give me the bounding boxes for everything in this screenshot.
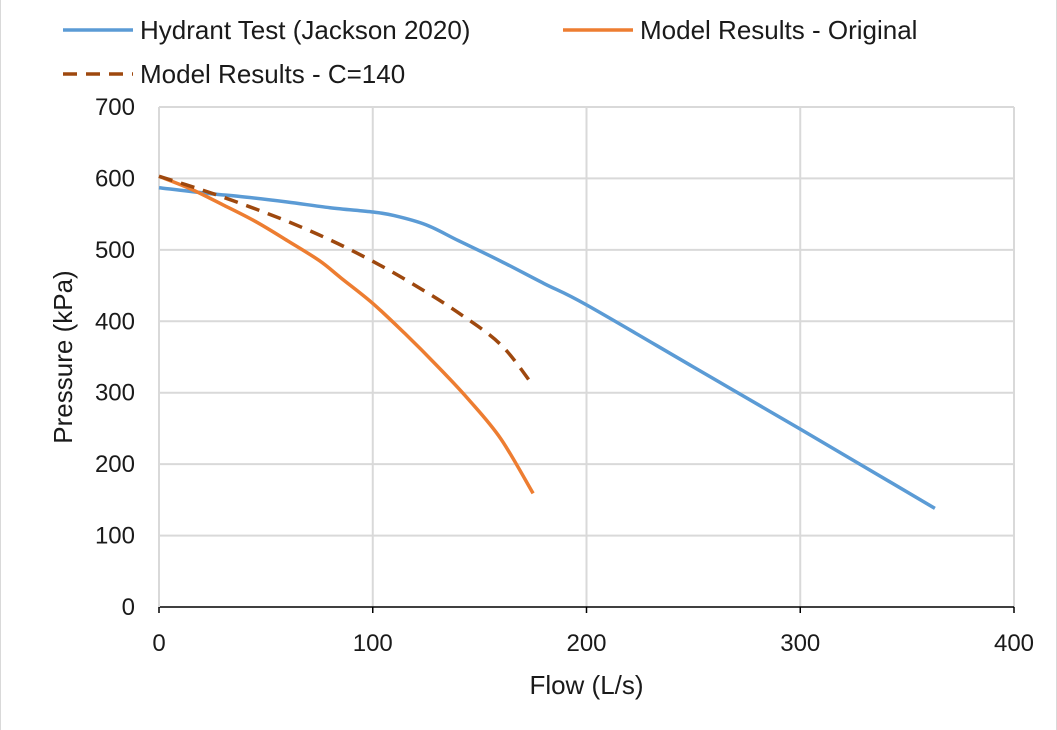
- y-tick-label-100: 100: [95, 523, 135, 550]
- x-tick-label-400: 400: [994, 630, 1034, 657]
- x-tick-label-300: 300: [780, 630, 820, 657]
- x-tick-label-0: 0: [152, 630, 165, 657]
- y-tick-label-500: 500: [95, 237, 135, 264]
- legend-label-model-original: Model Results - Original: [640, 15, 917, 45]
- legend-label-hydrant-test: Hydrant Test (Jackson 2020): [140, 15, 470, 45]
- legend: Hydrant Test (Jackson 2020) Model Result…: [63, 15, 917, 89]
- y-tick-label-300: 300: [95, 380, 135, 407]
- tick-labels: 0 100 200 300 400 500 600 700 0 100 200 300 400: [95, 94, 1034, 657]
- x-tick-label-100: 100: [353, 630, 393, 657]
- y-tick-label-0: 0: [122, 594, 135, 621]
- x-tick-label-200: 200: [566, 630, 606, 657]
- y-tick-label-600: 600: [95, 165, 135, 192]
- y-axis-title: Pressure (kPa): [48, 270, 78, 443]
- series-line-model-c140: [158, 174, 535, 387]
- series-line-hydrant-test: [158, 185, 936, 510]
- series-line-model-original: [158, 174, 535, 495]
- axes: [158, 107, 1015, 613]
- series-lines: [158, 174, 936, 510]
- gridlines: [159, 106, 1015, 607]
- y-tick-label-400: 400: [95, 308, 135, 335]
- legend-label-model-c140: Model Results - C=140: [140, 59, 405, 89]
- x-axis-title: Flow (L/s): [529, 670, 643, 700]
- y-tick-label-700: 700: [95, 94, 135, 121]
- y-tick-label-200: 200: [95, 451, 135, 478]
